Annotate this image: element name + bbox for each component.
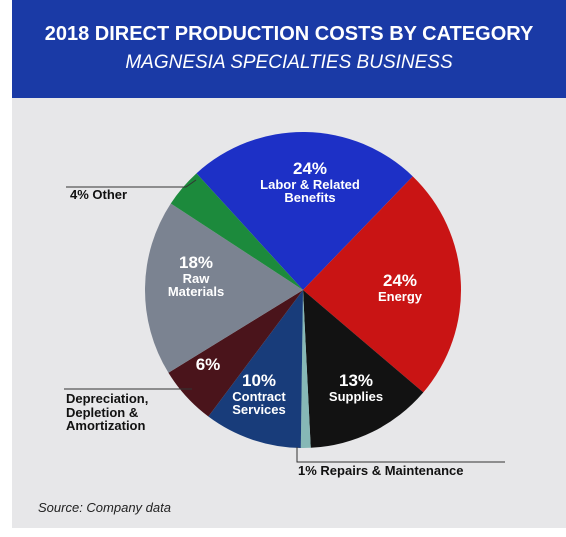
pie-slice — [208, 290, 303, 448]
slice-label: 13% Supplies — [316, 371, 396, 404]
value-label: 13% — [338, 371, 374, 390]
leader-line — [296, 447, 505, 463]
category-label: Labor & Related Benefits — [260, 176, 360, 206]
slice-label: 24% Energy — [360, 271, 440, 304]
pie-slice — [170, 173, 303, 290]
category-label: Energy — [377, 288, 423, 304]
value-label: 10% — [241, 371, 277, 390]
value-label: 1% — [298, 463, 317, 478]
leaders — [64, 179, 505, 463]
category-label: Contract Services — [232, 388, 286, 418]
chart-title: 2018 DIRECT PRODUCTION COSTS BY CATEGORY — [45, 23, 534, 45]
slice-label: 10% Contract Services — [219, 372, 299, 417]
slice-label: 18% Raw Materials — [156, 254, 236, 299]
leader-line — [66, 179, 197, 188]
value-label: 6% — [195, 355, 221, 374]
banner — [12, 0, 566, 98]
value-label: 24% — [382, 271, 418, 290]
category-label: Raw Materials — [167, 270, 225, 300]
slice-label: 24% Labor & Related Benefits — [245, 160, 375, 205]
pie-slice — [168, 290, 303, 417]
value-label: 18% — [178, 253, 214, 272]
pie-slice — [196, 132, 413, 290]
pie-slice — [303, 176, 461, 393]
slice-label: 1% Repairs & Maintenance — [298, 464, 463, 478]
value-label: 24% — [292, 159, 328, 178]
slice-label: Depreciation, Depletion & Amortization — [66, 392, 186, 433]
chart-subtitle: MAGNESIA SPECIALTIES BUSINESS — [125, 52, 453, 73]
category-label: Other — [92, 187, 128, 202]
category-label: Supplies — [328, 388, 384, 404]
category-label: Depreciation, Depletion & Amortization — [66, 391, 149, 434]
value-label: 4% — [70, 187, 89, 202]
slice-label: 4% Other — [70, 188, 127, 202]
pie-slice — [303, 290, 424, 448]
slice-label: 6% — [196, 356, 221, 374]
pie — [145, 132, 461, 448]
pie-slice — [300, 290, 311, 448]
pie-slice — [145, 203, 303, 373]
source: Source: Company data — [38, 500, 171, 515]
category-label: Repairs & Maintenance — [320, 463, 464, 478]
